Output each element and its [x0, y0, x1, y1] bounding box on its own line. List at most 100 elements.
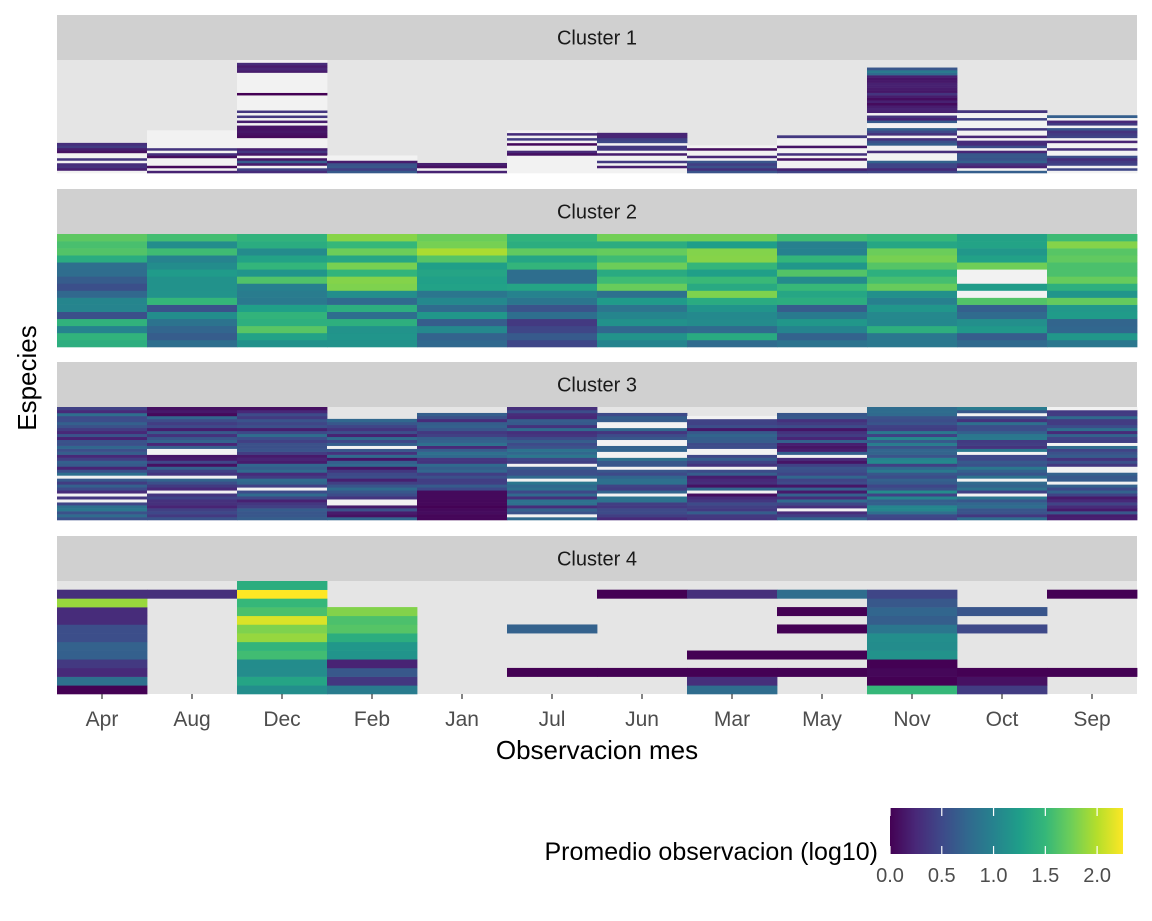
heatmap-cell: [507, 412, 598, 417]
heatmap-cell: [867, 332, 958, 341]
heatmap-cell: [597, 234, 688, 242]
heatmap-cell: [1047, 439, 1138, 443]
heatmap-cell: [777, 318, 868, 327]
heatmap-cell: [597, 487, 688, 491]
heatmap-cell: [327, 448, 418, 452]
heatmap-cell: [237, 451, 328, 455]
heatmap-cell: [957, 112, 1048, 116]
heatmap-cell: [237, 107, 328, 111]
heatmap-cell: [777, 283, 868, 291]
heatmap-cell: [867, 427, 958, 432]
heatmap-cell: [957, 685, 1048, 695]
heatmap-cell: [597, 454, 688, 458]
heatmap-cell: [147, 508, 238, 512]
heatmap-cell: [777, 170, 868, 174]
heatmap-cell: [867, 424, 958, 429]
heatmap-cell: [1047, 436, 1138, 441]
heatmap-cell: [507, 463, 598, 467]
heatmap-cell: [867, 589, 958, 599]
heatmap-cell: [147, 511, 238, 515]
heatmap-cell: [957, 667, 1048, 677]
heatmap-cell: [957, 466, 1048, 470]
heatmap-cell: [1047, 117, 1138, 121]
heatmap-cell: [687, 147, 778, 151]
heatmap-cell: [507, 142, 598, 146]
heatmap-cell: [777, 430, 868, 435]
heatmap-cell: [417, 427, 508, 432]
heatmap-cell: [327, 248, 418, 256]
heatmap-cell: [327, 255, 418, 263]
heatmap-cell: [237, 135, 328, 139]
heatmap-cell: [777, 140, 868, 144]
heatmap-cell: [687, 481, 778, 485]
heatmap-cell: [147, 130, 238, 134]
heatmap-cell: [507, 511, 598, 515]
heatmap-cell: [777, 311, 868, 320]
heatmap-cell: [777, 508, 868, 512]
heatmap-cell: [597, 439, 688, 443]
heatmap-cell: [687, 325, 778, 334]
heatmap-cell: [507, 318, 598, 327]
heatmap-cell: [147, 517, 238, 521]
heatmap-cell: [777, 297, 868, 305]
heatmap-cell: [777, 234, 868, 242]
heatmap-cell: [237, 442, 328, 446]
heatmap-cell: [327, 165, 418, 169]
heatmap-cell: [57, 290, 148, 298]
heatmap-cell: [867, 248, 958, 256]
heatmap-cell: [327, 433, 418, 438]
heatmap-cell: [417, 508, 508, 512]
heatmap-cell: [147, 137, 238, 141]
heatmap-cell: [147, 412, 238, 417]
heatmap-cell: [597, 269, 688, 277]
heatmap-cell: [57, 472, 148, 476]
heatmap-cell: [957, 165, 1048, 169]
heatmap-cell: [597, 412, 688, 417]
heatmap-cell: [237, 624, 328, 634]
x-tick-label: Mar: [714, 708, 750, 731]
heatmap-cell: [957, 155, 1048, 159]
heatmap-cell: [1047, 269, 1138, 277]
x-tick-label: Nov: [893, 708, 931, 731]
heatmap-cell: [777, 241, 868, 249]
heatmap-cell: [957, 502, 1048, 506]
heatmap-cell: [57, 676, 148, 686]
heatmap-cell: [867, 304, 958, 312]
heatmap-cell: [777, 448, 868, 452]
heatmap-cell: [57, 490, 148, 494]
heatmap-cell: [507, 517, 598, 521]
heatmap-cell: [777, 150, 868, 154]
heatmap-cell: [1047, 304, 1138, 312]
heatmap-cell: [327, 451, 418, 455]
heatmap-cell: [777, 457, 868, 461]
heatmap-cell: [867, 505, 958, 509]
heatmap-cell: [597, 421, 688, 426]
heatmap-cell: [777, 167, 868, 171]
heatmap-cell: [417, 493, 508, 497]
heatmap-cell: [957, 421, 1048, 426]
heatmap-cell: [1047, 475, 1138, 479]
heatmap-cell: [1047, 290, 1138, 298]
heatmap-cell: [147, 475, 238, 479]
heatmap-cell: [777, 484, 868, 488]
heatmap-cell: [57, 442, 148, 446]
heatmap-cell: [777, 650, 868, 660]
heatmap-cell: [417, 472, 508, 476]
heatmap-cell: [957, 132, 1048, 136]
heatmap-cell: [597, 160, 688, 164]
heatmap-cell: [147, 262, 238, 270]
heatmap-cell: [237, 142, 328, 146]
heatmap-cell: [957, 415, 1048, 420]
heatmap-cell: [957, 157, 1048, 161]
heatmap-cell: [57, 424, 148, 429]
heatmap-cell: [237, 110, 328, 114]
heatmap-cell: [417, 165, 508, 169]
heatmap-cell: [417, 297, 508, 305]
heatmap-cell: [507, 508, 598, 512]
heatmap-cell: [867, 150, 958, 154]
heatmap-cell: [327, 496, 418, 500]
heatmap-cell: [237, 424, 328, 429]
heatmap-cell: [147, 276, 238, 284]
heatmap-cell: [147, 135, 238, 139]
heatmap-cell: [57, 142, 148, 146]
